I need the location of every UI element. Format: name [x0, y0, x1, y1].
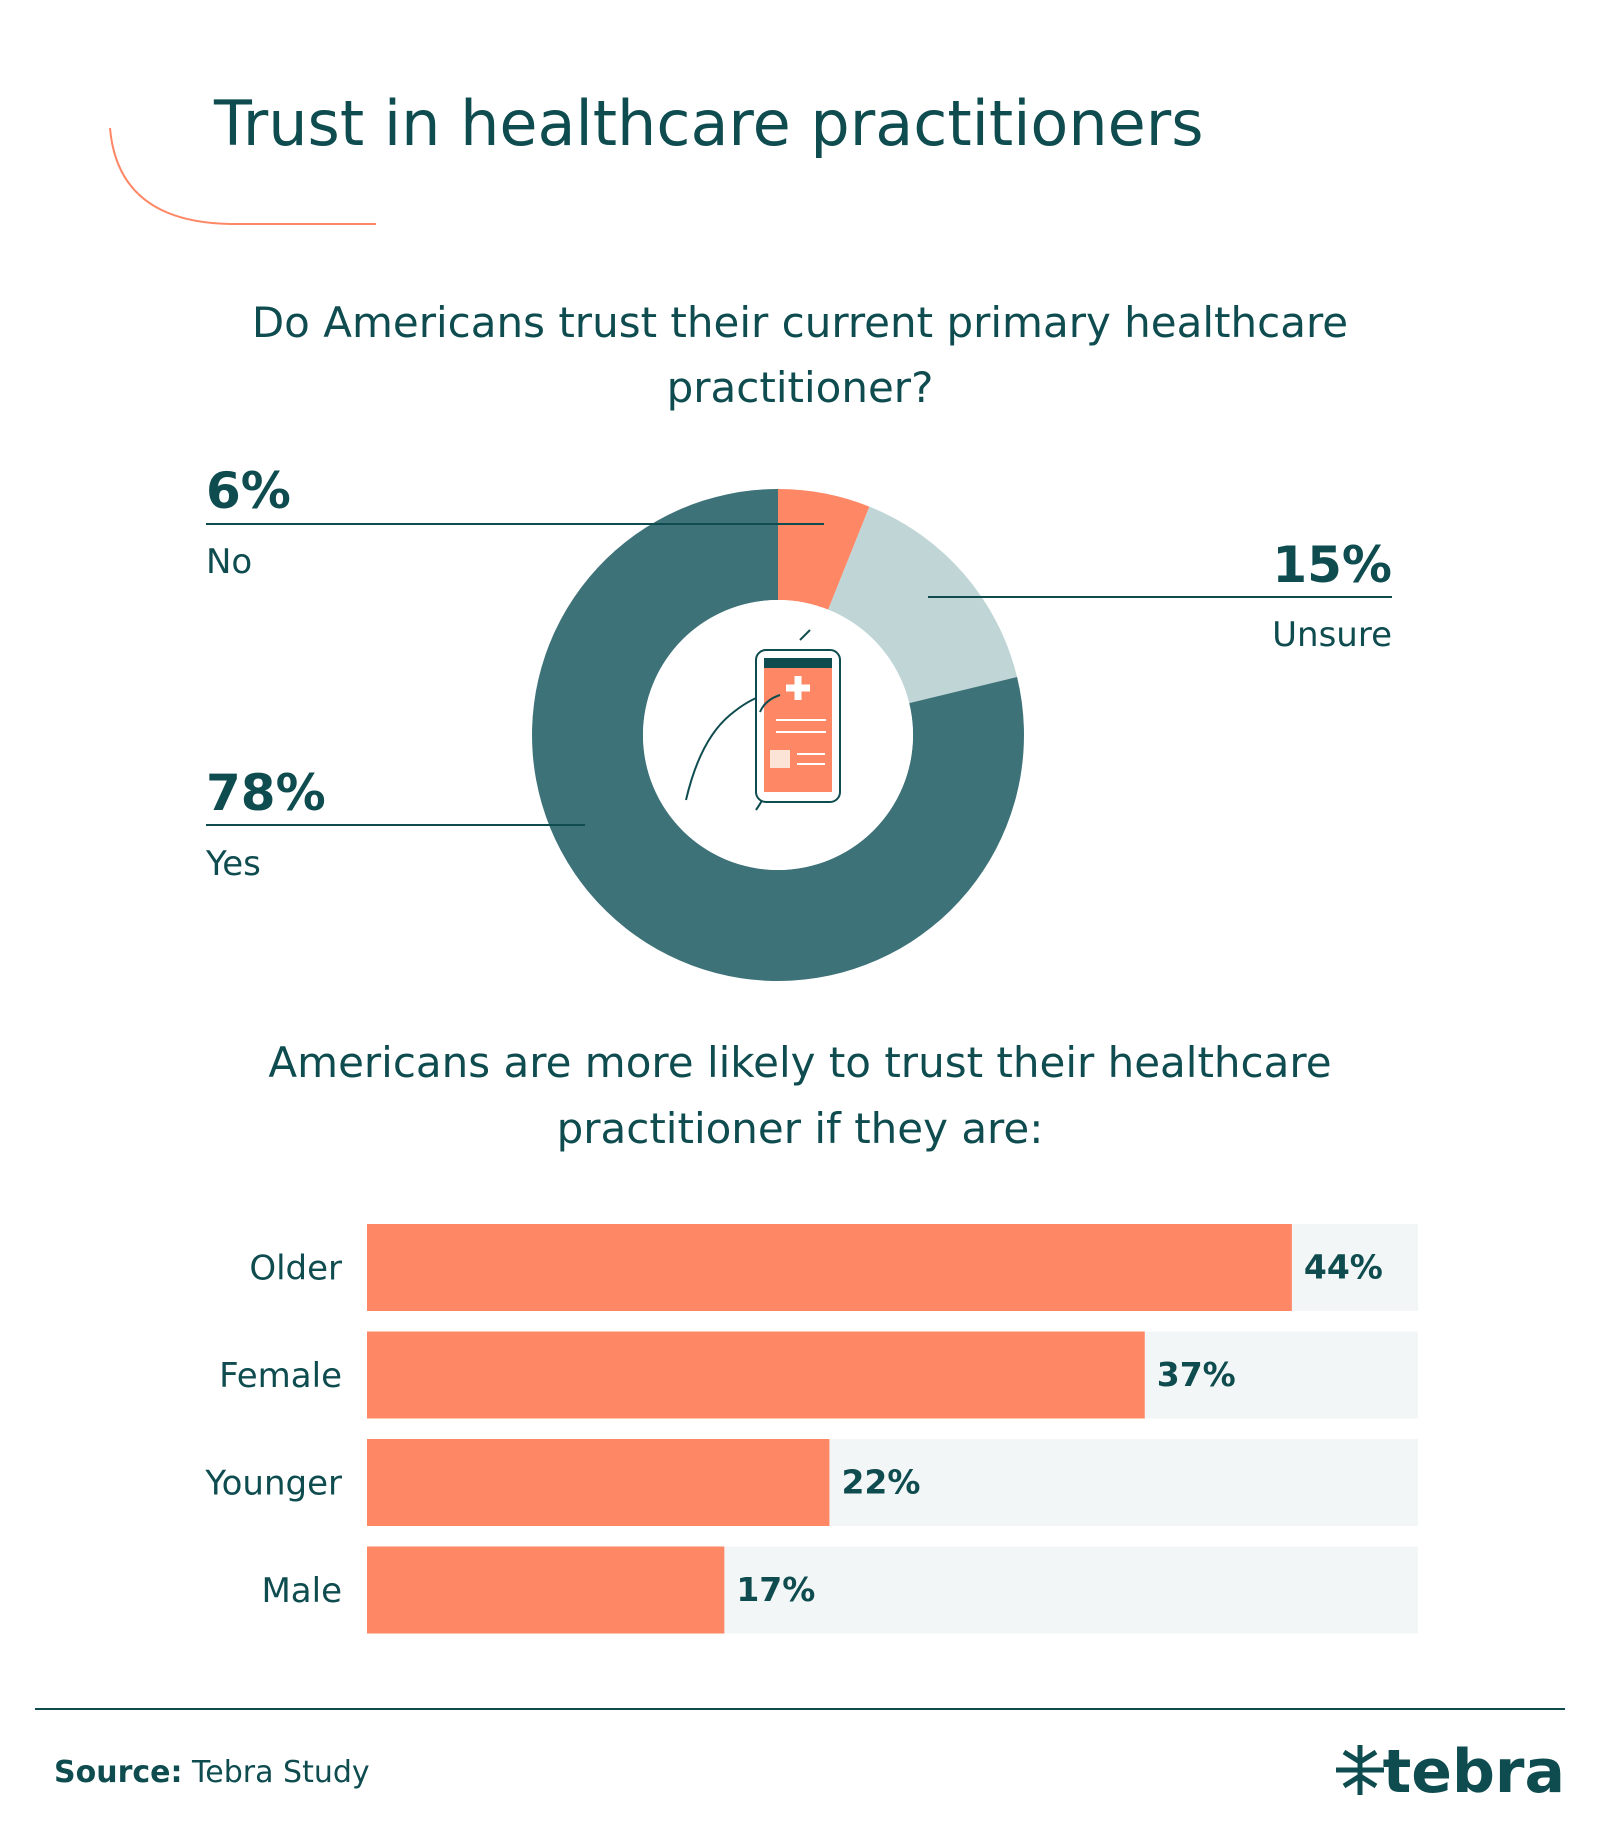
source-label: Source: — [54, 1755, 183, 1790]
bar — [367, 1546, 725, 1634]
category-label: Older — [249, 1249, 342, 1289]
pie-value-label: 6% — [206, 462, 291, 520]
logo-mark — [1336, 1745, 1384, 1795]
pie-category-label: Unsure — [1272, 615, 1392, 655]
category-label: Male — [261, 1571, 342, 1611]
logo: tebra — [1383, 1737, 1565, 1807]
pie-slice — [532, 489, 1024, 981]
pie-slice — [778, 489, 870, 610]
decor-arc — [109, 127, 376, 225]
phone-icon — [685, 629, 841, 811]
bar — [367, 1331, 1145, 1419]
bar — [367, 1224, 1292, 1311]
bar-title: Americans are more likely to trust their… — [268, 1038, 1332, 1153]
pie-value-label: 15% — [1272, 536, 1392, 594]
pie-value-label: 78% — [206, 764, 326, 822]
value-label: 17% — [736, 1570, 815, 1609]
pie-category-label: No — [206, 542, 252, 582]
pie-slice — [828, 506, 1018, 704]
category-label: Younger — [204, 1464, 342, 1504]
pie-category-label: Yes — [205, 844, 261, 884]
value-label: 44% — [1304, 1248, 1383, 1287]
source-text: Tebra Study — [191, 1755, 370, 1790]
pie-title: Do Americans trust their current primary… — [251, 298, 1349, 412]
value-label: 37% — [1157, 1355, 1236, 1394]
value-label: 22% — [841, 1463, 920, 1502]
page-title: Trust in healthcare practitioners — [213, 87, 1204, 160]
bar-chart: Older 44% Female 37% Younger 22% Male 17% — [204, 1224, 1418, 1634]
category-label: Female — [219, 1356, 342, 1396]
bar — [367, 1439, 830, 1526]
source: Source: Tebra Study — [54, 1755, 370, 1790]
